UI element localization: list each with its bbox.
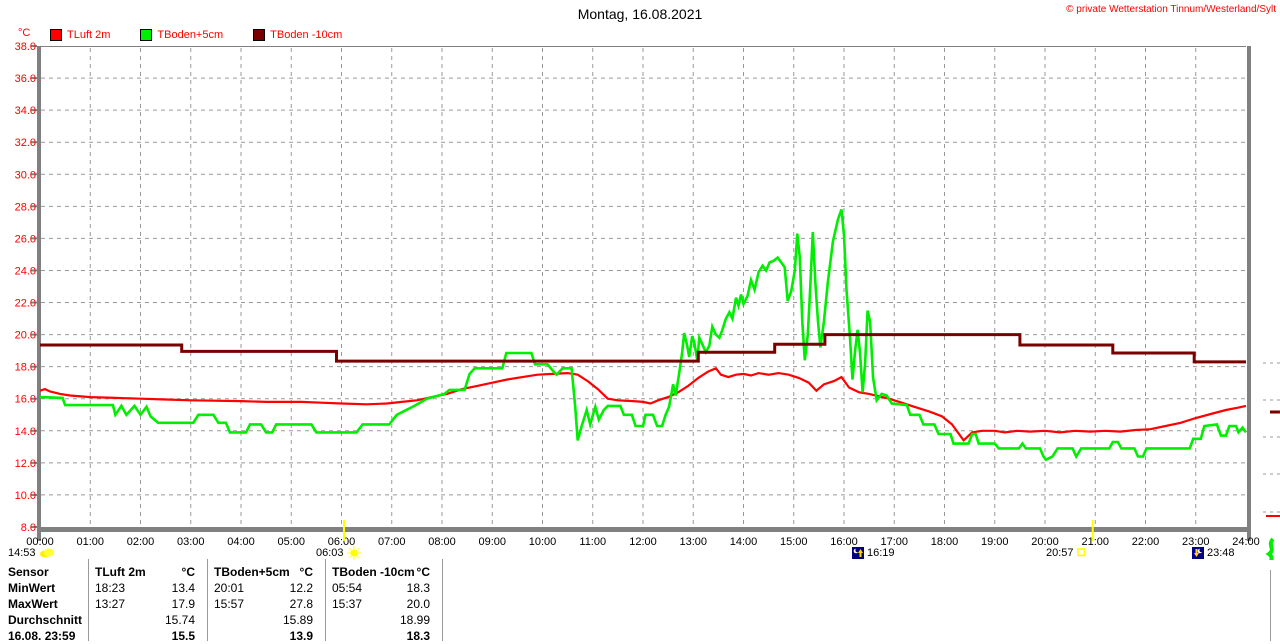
svg-text:09:00: 09:00 [478, 536, 506, 548]
svg-text:00:00: 00:00 [26, 536, 54, 548]
svg-text:36.0: 36.0 [15, 73, 36, 85]
moonrise-icon [852, 546, 864, 559]
svg-text:01:00: 01:00 [76, 536, 104, 548]
grid-lines [41, 46, 1246, 527]
copyright-note: © private Wetterstation Tinnum/Westerlan… [1066, 4, 1276, 15]
tluft-swatch-icon [50, 29, 62, 41]
svg-text:16.0: 16.0 [15, 394, 36, 406]
svg-text:11:00: 11:00 [579, 536, 606, 548]
sunrise-time: 06:03 [316, 546, 344, 559]
svg-text:07:00: 07:00 [378, 536, 406, 548]
svg-text:02:00: 02:00 [127, 536, 155, 548]
axes [31, 45, 1251, 541]
y-axis-labels: 38.0 36.0 34.0 32.0 30.0 28.0 26.0 24.0 22.0 20.0… [15, 41, 36, 534]
svg-text:08:00: 08:00 [428, 536, 456, 548]
stats-header-tboden10: TBoden -10cm °C [332, 565, 430, 579]
prev-event-time: 14:53 [8, 546, 36, 559]
legend-item-tluft: TLuft 2m [50, 29, 110, 41]
svg-text:14:00: 14:00 [730, 536, 758, 548]
legend-label-tboden5: TBoden+5cm [157, 29, 224, 41]
svg-text:13:00: 13:00 [679, 536, 707, 548]
svg-text:19:00: 19:00 [981, 536, 1009, 548]
y-axis-unit-label: °C [18, 27, 31, 39]
svg-text:20:00: 20:00 [1031, 536, 1059, 548]
legend-label-tluft: TLuft 2m [67, 29, 111, 41]
svg-text:03:00: 03:00 [177, 536, 205, 548]
sunset-time: 20:57 [1046, 546, 1074, 559]
next-chart-fragment [1263, 362, 1280, 560]
svg-text:05:00: 05:00 [277, 536, 305, 548]
sun-event-markers [343, 520, 1094, 541]
svg-text:24.0: 24.0 [15, 265, 36, 277]
svg-text:24:00: 24:00 [1232, 536, 1260, 548]
svg-text:12:00: 12:00 [629, 536, 657, 548]
svg-text:26.0: 26.0 [15, 233, 36, 245]
svg-text:14.0: 14.0 [15, 426, 36, 438]
annotation-sunrise: 06:03 [316, 545, 361, 560]
stats-row-durchschnitt: Durchschnitt 15.74 15.89 18.99 [8, 613, 430, 627]
annotation-moonset: 23:48 [1192, 546, 1235, 559]
stats-header-sensor: Sensor [8, 565, 49, 579]
page-title: Montag, 16.08.2021 [577, 6, 703, 22]
svg-text:32.0: 32.0 [15, 137, 36, 149]
svg-text:22:00: 22:00 [1132, 536, 1160, 548]
svg-text:12.0: 12.0 [15, 458, 36, 470]
table-divider [325, 559, 326, 641]
svg-text:06:00: 06:00 [328, 536, 356, 548]
legend-item-tboden5: TBoden+5cm [140, 29, 223, 41]
stats-row-minwert: MinWert 18:23 13.4 20:01 12.2 05:54 18.3 [8, 581, 430, 595]
svg-text:23:00: 23:00 [1182, 536, 1210, 548]
svg-text:22.0: 22.0 [15, 298, 36, 310]
moonset-time: 23:48 [1207, 546, 1235, 559]
annotation-prev-event: 14:53 [8, 546, 55, 559]
annotation-sunset: 20:57 [1046, 546, 1086, 559]
svg-text:38.0: 38.0 [15, 41, 36, 53]
table-divider [1270, 570, 1271, 641]
svg-text:10:00: 10:00 [529, 536, 557, 548]
svg-text:16:00: 16:00 [830, 536, 858, 548]
legend-label-tboden10: TBoden -10cm [270, 29, 343, 41]
svg-text:18.0: 18.0 [15, 362, 36, 374]
temperature-chart: 38.0 36.0 34.0 32.0 30.0 28.0 26.0 24.0 22.0 20.0… [15, 41, 1280, 560]
svg-text:15:00: 15:00 [780, 536, 808, 548]
stats-header-tluft: TLuft 2m °C [95, 565, 195, 579]
svg-text:21:00: 21:00 [1081, 536, 1109, 548]
moonrise-time: 16:19 [867, 546, 895, 559]
series-tboden-10cm [40, 333, 1246, 364]
x-axis-labels: 00:00 01:00 02:00 03:00 04:00 05:00 06:00 07:00… [26, 536, 1260, 548]
legend-item-tboden10: TBoden -10cm [253, 29, 342, 41]
svg-text:30.0: 30.0 [15, 169, 36, 181]
tboden10-swatch-icon [253, 29, 266, 41]
annotation-moonrise: 16:19 [852, 546, 895, 559]
tboden5-swatch-icon [140, 29, 153, 41]
cloud-icon [39, 548, 54, 558]
moonset-icon [1192, 546, 1204, 559]
svg-text:34.0: 34.0 [15, 105, 36, 117]
series-tluft-2m [39, 366, 1247, 443]
svg-text:10.0: 10.0 [15, 490, 36, 502]
svg-text:04:00: 04:00 [227, 536, 255, 548]
stats-row-current: 16.08. 23:59 15.5 13.9 18.3 [8, 629, 430, 643]
svg-text:28.0: 28.0 [15, 201, 36, 213]
svg-text:8.0: 8.0 [21, 522, 36, 534]
stats-row-maxwert: MaxWert 13:27 17.9 15:57 27.8 15:37 20.0 [8, 597, 430, 611]
table-divider [207, 559, 208, 641]
svg-text:17:00: 17:00 [880, 536, 908, 548]
stats-header-row: Sensor TLuft 2m °C TBoden+5cm °C TBoden -1… [0, 564, 445, 580]
stats-header-tboden5: TBoden+5cm °C [214, 565, 313, 579]
sunset-square-icon [1076, 548, 1085, 557]
table-divider [88, 559, 89, 641]
svg-text:20.0: 20.0 [15, 330, 36, 342]
series-tboden-5cm [39, 209, 1248, 462]
sunrise-sun-icon [346, 545, 361, 560]
svg-text:18:00: 18:00 [931, 536, 959, 548]
table-divider [442, 559, 443, 641]
chart-legend: TLuft 2m TBoden+5cm TBoden -10cm [50, 29, 372, 41]
